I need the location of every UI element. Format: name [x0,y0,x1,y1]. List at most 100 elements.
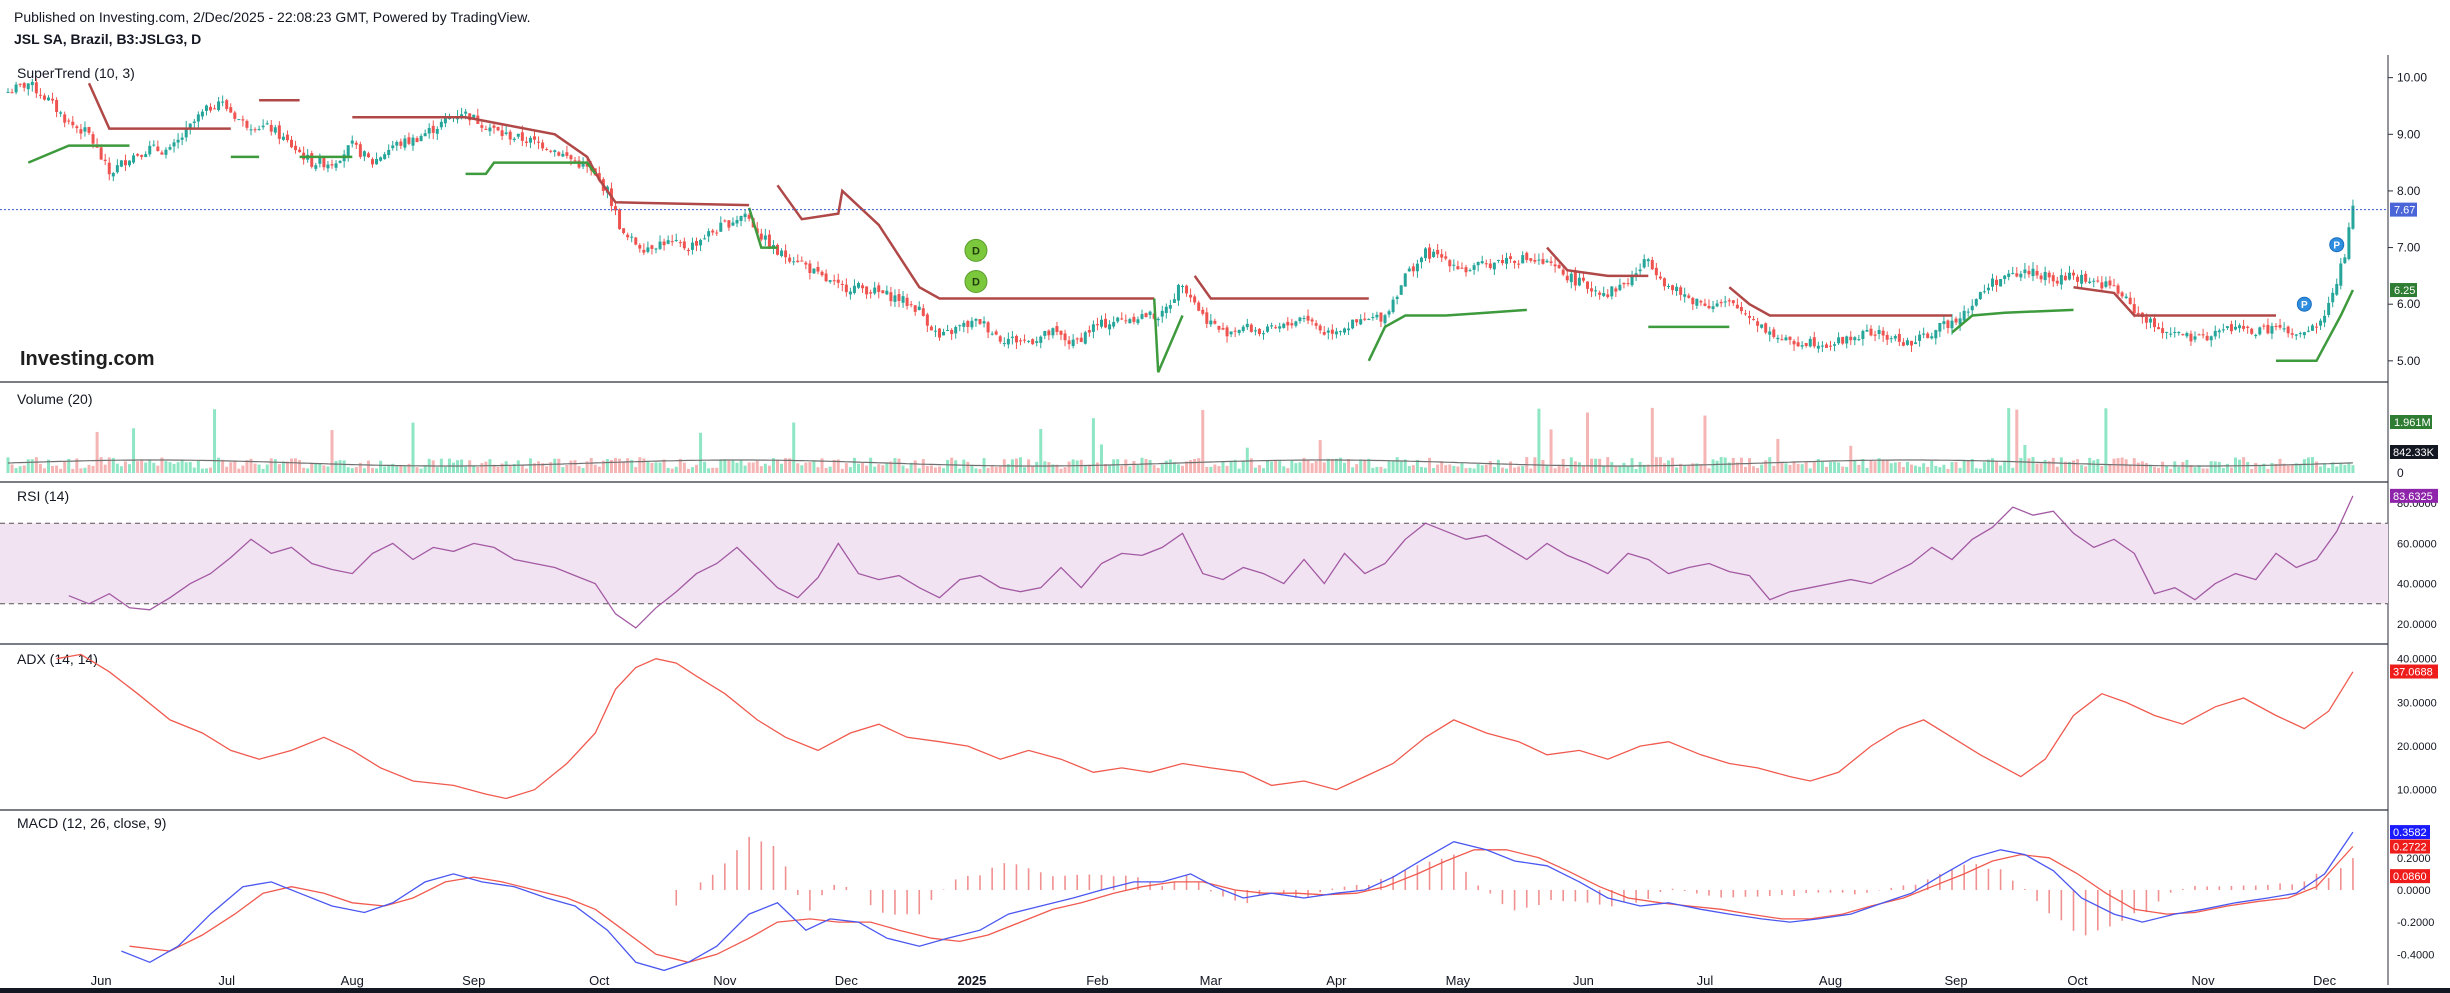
candle-body [257,128,261,130]
candle-body [1581,277,1585,281]
candle-body [1014,336,1018,343]
volume-bar [2246,461,2250,473]
volume-bar [666,467,670,473]
volume-bar [1505,468,1508,473]
candle-body [2302,332,2306,336]
volume-bar [314,463,318,473]
volume-bar [492,464,496,473]
candle-body [982,321,986,324]
volume-bar [1553,468,1557,473]
volume-bar [2011,467,2015,473]
rsi-tick-label: 20.0000 [2397,619,2437,631]
candle-body [2104,281,2108,287]
volume-bar [1521,466,1525,473]
volume-bar [330,430,334,473]
volume-bar [379,460,383,473]
candle-body [1711,306,1715,309]
candle-body [140,155,144,157]
candle-body [1679,287,1683,295]
candle-body [2306,330,2310,332]
candle-body [865,286,869,295]
candle-body [577,160,581,168]
candle-body [1946,320,1950,328]
hist-last-label: 0.0860 [2393,871,2427,883]
candle-body [2258,327,2262,335]
volume-bar [1634,468,1638,473]
volume-bar [435,467,439,473]
candle-body [294,145,298,151]
volume-bar [861,462,865,473]
candle-body [1602,293,1606,296]
candle-body [1978,292,1982,300]
candle-body [873,287,877,294]
volume-bar [877,464,881,473]
volume-bar [1428,457,1432,473]
candle-body [2043,271,2047,281]
candle-body [642,249,646,253]
candle-body [1784,337,1788,341]
volume-bar [265,464,269,473]
candle-body [1403,273,1407,287]
candle-body [59,112,63,114]
volume-bar [403,465,407,473]
volume-bar [618,458,622,473]
candle-body [443,118,447,124]
adx-tick-label: 10.0000 [2397,785,2437,797]
volume-bar [703,461,707,473]
candle-body [1472,265,1476,270]
volume-bar [233,461,237,473]
volume-bar [1861,459,1865,473]
x-axis-label: Jul [218,973,235,988]
candle-body [1995,279,1999,286]
candle-body [1703,303,1707,306]
volume-bar [1193,458,1197,473]
x-axis-label: Sep [462,973,485,988]
candle-body [310,153,314,167]
candle-body [1104,318,1108,328]
x-axis-label: Aug [1819,973,1842,988]
volume-bar [2294,463,2298,473]
volume-bar [646,460,650,473]
volume-bar [816,467,820,473]
candle-body [630,236,634,238]
volume-bar [820,458,824,473]
candle-body [1930,336,1934,339]
volume-bar [2278,458,2282,473]
candle-body [2262,325,2266,327]
candle-body [711,230,715,233]
candle-body [1743,313,1747,315]
volume-bar [966,461,970,473]
candle-body [1837,337,1841,344]
volume-bar [929,465,933,473]
volume-bar [1051,464,1055,473]
candle-body [1006,338,1010,345]
candle-body [1043,330,1047,336]
candle-body [2286,326,2290,334]
volume-bar [1731,457,1735,473]
volume-bar [715,467,719,473]
candle-body [1095,324,1099,326]
volume-bar [362,468,366,473]
candle-body [1557,264,1561,269]
volume-bar [2019,457,2023,473]
candle-body [2177,331,2181,334]
volume-bar [565,464,569,473]
volume-bar [2347,463,2351,473]
volume-bar [848,467,852,473]
candle-body [682,241,686,249]
volume-bar [1355,464,1359,473]
volume-bar [1448,464,1452,473]
candle-body [423,133,427,137]
volume-bar [2286,465,2290,473]
x-axis-label: Oct [589,973,610,988]
volume-bar [1606,457,1610,473]
volume-bar [1460,463,1464,473]
volume-bar [1253,467,1257,473]
price-tick-label: 6.00 [2397,297,2421,311]
volume-bar [1573,461,1577,473]
candle-body [379,157,383,161]
candle-body [2290,333,2294,335]
volume-bar [2080,465,2084,473]
candle-body [1699,300,1703,303]
